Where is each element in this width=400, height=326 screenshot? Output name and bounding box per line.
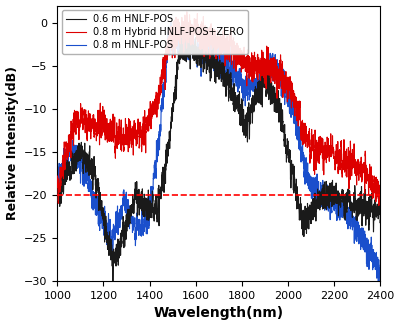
0.6 m HNLF-POS bbox=[172, 98, 176, 102]
0.8 m Hybrid HNLF-POS+ZERO bbox=[353, 162, 358, 166]
Line: 0.8 m Hybrid HNLF-POS+ZERO: 0.8 m Hybrid HNLF-POS+ZERO bbox=[57, 12, 380, 205]
0.8 m HNLF-POS bbox=[122, 204, 127, 208]
0.8 m HNLF-POS bbox=[353, 216, 358, 220]
Line: 0.6 m HNLF-POS: 0.6 m HNLF-POS bbox=[57, 27, 380, 281]
0.8 m Hybrid HNLF-POS+ZERO bbox=[55, 186, 60, 190]
0.8 m HNLF-POS bbox=[208, 51, 212, 55]
0.8 m Hybrid HNLF-POS+ZERO bbox=[247, 75, 252, 79]
0.8 m Hybrid HNLF-POS+ZERO bbox=[184, 10, 189, 14]
0.8 m HNLF-POS bbox=[172, 48, 176, 52]
0.8 m HNLF-POS bbox=[247, 72, 252, 76]
Y-axis label: Relative Intensity(dB): Relative Intensity(dB) bbox=[6, 67, 18, 220]
0.6 m HNLF-POS bbox=[247, 112, 252, 116]
0.8 m Hybrid HNLF-POS+ZERO bbox=[172, 40, 176, 44]
0.6 m HNLF-POS bbox=[110, 279, 115, 283]
0.8 m HNLF-POS bbox=[260, 78, 265, 82]
0.8 m HNLF-POS bbox=[168, 20, 173, 23]
0.8 m Hybrid HNLF-POS+ZERO bbox=[260, 69, 265, 73]
0.6 m HNLF-POS bbox=[378, 218, 383, 222]
0.6 m HNLF-POS bbox=[208, 64, 212, 67]
0.8 m HNLF-POS bbox=[55, 175, 60, 179]
Line: 0.8 m HNLF-POS: 0.8 m HNLF-POS bbox=[57, 22, 380, 281]
0.8 m Hybrid HNLF-POS+ZERO bbox=[122, 134, 127, 138]
0.8 m Hybrid HNLF-POS+ZERO bbox=[376, 203, 381, 207]
0.6 m HNLF-POS bbox=[187, 25, 192, 29]
Legend: 0.6 m HNLF-POS, 0.8 m Hybrid HNLF-POS+ZERO, 0.8 m HNLF-POS: 0.6 m HNLF-POS, 0.8 m Hybrid HNLF-POS+ZE… bbox=[62, 10, 248, 54]
0.6 m HNLF-POS bbox=[353, 197, 358, 200]
0.6 m HNLF-POS bbox=[122, 236, 127, 240]
0.6 m HNLF-POS bbox=[55, 188, 60, 192]
0.8 m Hybrid HNLF-POS+ZERO bbox=[208, 55, 212, 59]
X-axis label: Wavelength(nm): Wavelength(nm) bbox=[154, 306, 284, 320]
0.8 m HNLF-POS bbox=[378, 263, 383, 267]
0.8 m HNLF-POS bbox=[376, 279, 380, 283]
0.8 m Hybrid HNLF-POS+ZERO bbox=[378, 202, 383, 206]
0.6 m HNLF-POS bbox=[260, 74, 265, 78]
